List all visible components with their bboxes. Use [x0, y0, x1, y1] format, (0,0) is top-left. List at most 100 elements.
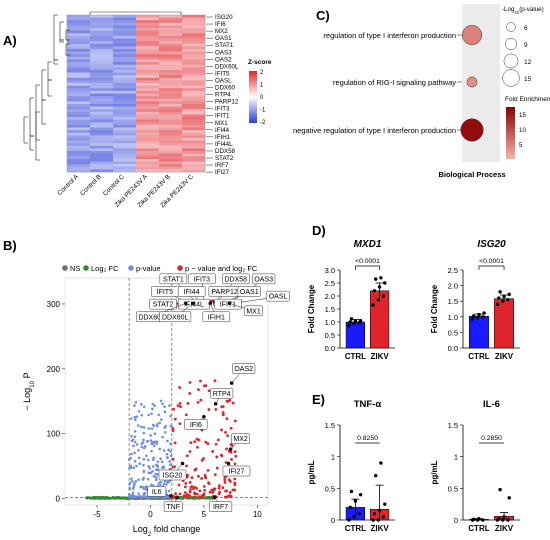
volcano-point-p: [168, 467, 172, 471]
bar-y-tick-label: 2.0: [325, 292, 335, 301]
heatmap-cell: [90, 49, 114, 52]
heatmap-cell: [67, 109, 91, 113]
heatmap-cell: [159, 130, 183, 134]
volcano-point-fc: [112, 495, 115, 499]
heatmap-cell: [159, 114, 183, 118]
volcano-point-p: [151, 458, 155, 461]
gene-label: MX1: [215, 120, 228, 127]
significance-pvalue: <0.0001: [355, 258, 380, 265]
volcano-point-sig: [226, 434, 229, 438]
heatmap-cell: [90, 111, 114, 115]
panel-label-e: E): [312, 392, 325, 407]
volcano-point-p: [168, 404, 171, 407]
heatmap-cell: [113, 67, 137, 71]
volcano-point-p: [138, 462, 142, 465]
heatmap-cell: [67, 122, 91, 126]
volcano-point-sig: [188, 490, 192, 494]
heatmap-cell: [159, 140, 183, 144]
heatmap-cell: [113, 169, 137, 173]
volcano-point-sig: [234, 454, 238, 458]
x-axis-title-part: Log: [133, 524, 148, 534]
bar-y-tick-label: 1: [331, 453, 335, 462]
bar-data-point: [371, 303, 375, 307]
bar-data-point: [347, 323, 351, 328]
volcano-point-sig: [196, 445, 199, 449]
volcano-point-sig: [217, 492, 221, 496]
volcano-point-p: [165, 456, 169, 459]
heatmap-cell: [113, 90, 137, 94]
volcano-point-sig: [203, 473, 207, 477]
heatmap-cell: [67, 119, 91, 123]
heatmap-cell: [113, 83, 137, 86]
heatmap-cell: [136, 75, 160, 79]
heatmap-cell: [67, 51, 91, 55]
volcano-point-p: [151, 407, 154, 411]
heatmap-cell: [90, 106, 114, 110]
volcano-point-sig: [217, 486, 221, 490]
heatmap-cell: [159, 169, 183, 173]
gene-callout-box: [163, 501, 183, 512]
gene-callout-box: [159, 273, 188, 285]
heatmap-cell: [67, 96, 91, 100]
heatmap-cell: [182, 28, 206, 31]
heatmap-cell: [67, 43, 91, 47]
volcano-point-p: [133, 404, 136, 407]
volcano-point-sig: [225, 399, 229, 403]
volcano-point-p: [130, 434, 133, 438]
heatmap-cell: [136, 67, 160, 71]
volcano-point-p: [133, 440, 137, 444]
heatmap-cell: [136, 111, 160, 115]
heatmap-cell: [67, 98, 91, 102]
volcano-point-sig: [210, 488, 214, 492]
heatmap-cell: [67, 143, 91, 147]
gene-label: STAT1: [215, 42, 234, 49]
heatmap-cell: [90, 56, 114, 60]
volcano-point-p: [137, 449, 140, 452]
heatmap-cell: [67, 135, 91, 139]
heatmap-cell: [113, 43, 137, 47]
fold-enrichment-legend-tick: 5: [519, 142, 523, 149]
volcano-point-p: [155, 478, 158, 482]
volcano-point-sig: [223, 475, 227, 479]
gene-callout-label: OAS1: [240, 289, 259, 296]
heatmap-cell: [182, 140, 206, 144]
volcano-point-fc: [97, 496, 101, 500]
heatmap-cell: [136, 96, 160, 100]
heatmap-cell: [136, 28, 160, 31]
panel-label-b: B): [3, 238, 17, 253]
volcano-point-p: [167, 489, 171, 493]
heatmap-cell: [67, 67, 91, 71]
heatmap-cell: [113, 30, 137, 34]
heatmap-cell: [159, 93, 183, 97]
heatmap-cell: [113, 140, 137, 144]
heatmap-cell: [67, 41, 91, 45]
volcano-legend-swatch: [177, 265, 183, 271]
heatmap-cell: [67, 156, 91, 160]
heatmap-cell: [90, 93, 114, 97]
gene-callout-label: IFI44: [184, 289, 200, 296]
zscore-legend-title: Z-score: [248, 59, 272, 66]
bar-chart-title: IL-6: [483, 399, 500, 410]
heatmap-cell: [182, 161, 206, 165]
heatmap-cell: [182, 137, 206, 141]
volcano-point-p: [142, 457, 146, 461]
gene-label: IFIT5: [215, 70, 230, 77]
heatmap-cell: [182, 77, 206, 81]
volcano-point-p: [157, 481, 161, 484]
volcano-point-p: [143, 487, 147, 490]
volcano-point-p: [131, 491, 135, 495]
volcano-point-sig: [202, 485, 206, 488]
heatmap-cell: [136, 109, 160, 113]
heatmap-cell: [159, 33, 183, 37]
gene-callout-label: IFI27: [228, 468, 244, 475]
volcano-point-sig: [192, 487, 195, 491]
heatmap-cell: [136, 156, 160, 160]
bar-data-point: [353, 499, 358, 503]
gene-callout-label: MX2: [233, 436, 248, 443]
bar-data-point: [372, 289, 377, 293]
volcano-point-p: [141, 478, 145, 481]
volcano-point-sig: [229, 426, 233, 430]
heatmap-cell: [67, 88, 91, 92]
bar-data-point: [475, 316, 480, 320]
